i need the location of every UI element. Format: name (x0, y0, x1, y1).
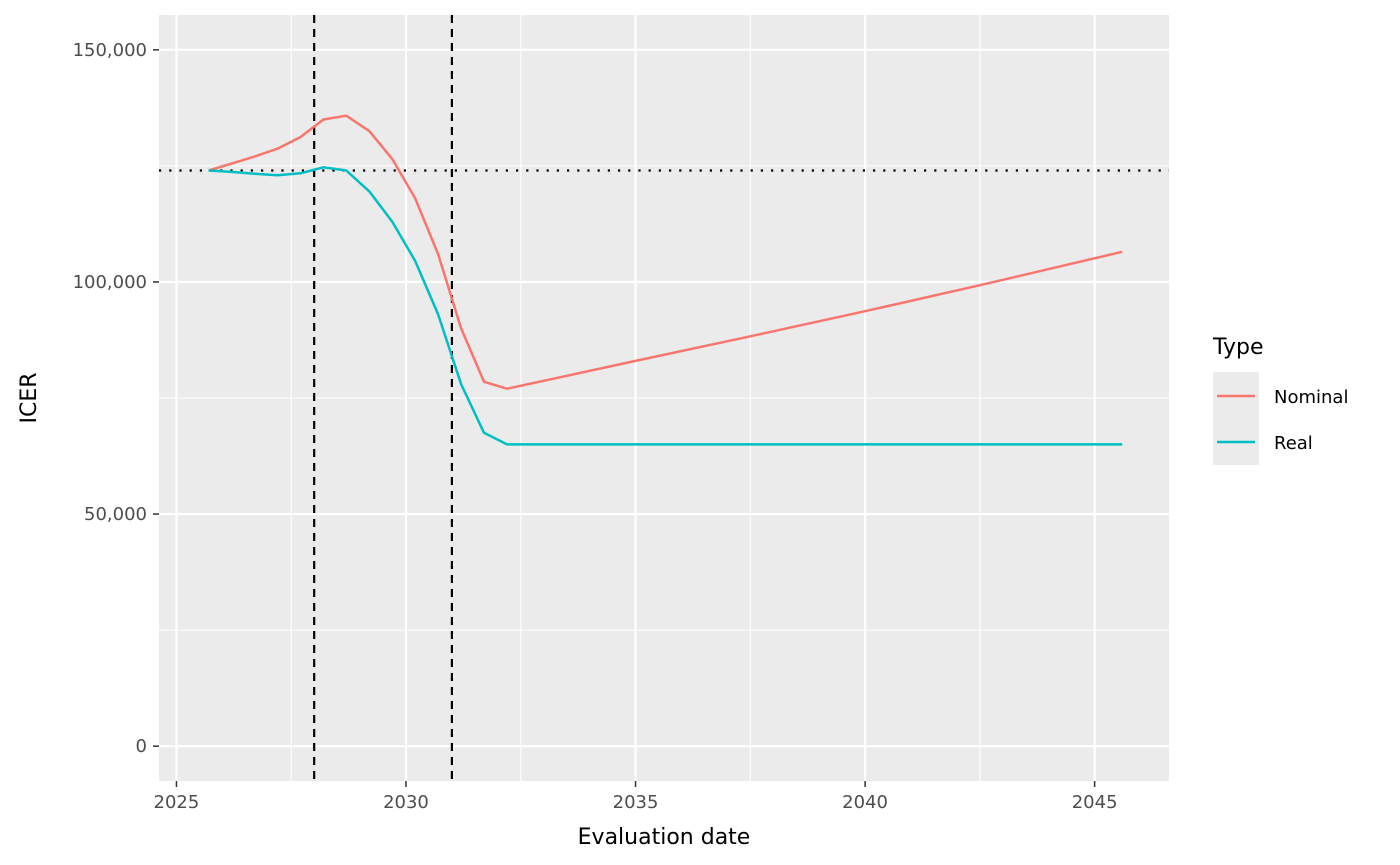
legend-title: Type (1212, 335, 1264, 360)
reference-lines (159, 15, 1169, 781)
legend-key-box (1213, 372, 1259, 465)
x-axis-title: Evaluation date (578, 825, 751, 850)
x-tick-label-4: 2045 (1072, 792, 1118, 813)
y-axis-title: ICER (17, 372, 42, 423)
series-line-real (208, 166, 1123, 446)
series-lines (208, 114, 1123, 446)
series-line-nominal (208, 114, 1123, 390)
tick-labels: 2025 2030 2035 2040 2045 0 50,000 100,000 150,00… (73, 40, 1118, 813)
legend-label-real: Real (1274, 433, 1313, 454)
y-tick-label-3: 150,000 (73, 40, 147, 61)
x-tick-label-1: 2030 (383, 792, 429, 813)
x-tick-label-0: 2025 (154, 792, 200, 813)
y-tick-label-2: 100,000 (73, 272, 147, 293)
axis-ticks (153, 49, 1096, 787)
x-tick-label-2: 2035 (613, 792, 659, 813)
x-tick-label-3: 2040 (842, 792, 888, 813)
y-tick-label-1: 50,000 (84, 504, 147, 525)
grid-major (159, 15, 1169, 781)
legend-label-nominal: Nominal (1274, 387, 1348, 408)
legend: Type Nominal Real (1212, 335, 1348, 465)
y-tick-label-0: 0 (136, 736, 147, 757)
